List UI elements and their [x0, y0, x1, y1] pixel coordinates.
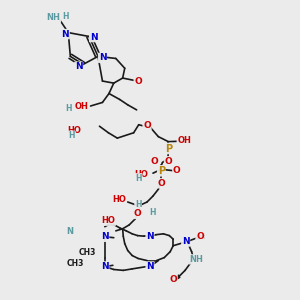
Text: N: N	[146, 262, 154, 271]
Text: P: P	[165, 143, 172, 154]
Text: N: N	[75, 62, 82, 71]
Text: HO: HO	[135, 170, 148, 179]
Text: H: H	[135, 200, 141, 208]
Text: N: N	[66, 227, 73, 236]
Text: N: N	[146, 232, 154, 241]
Text: H: H	[62, 12, 68, 21]
Text: CH3: CH3	[67, 259, 84, 268]
Text: HO: HO	[67, 126, 81, 135]
Text: O: O	[143, 121, 151, 130]
Text: O: O	[169, 275, 177, 284]
Text: OH: OH	[177, 136, 191, 145]
Text: O: O	[173, 166, 181, 175]
Text: HO: HO	[112, 194, 126, 203]
Text: H: H	[136, 174, 142, 183]
Text: O: O	[158, 179, 165, 188]
Text: O: O	[134, 209, 141, 218]
Text: CH3: CH3	[79, 248, 96, 257]
Text: N: N	[99, 53, 106, 62]
Text: H: H	[65, 104, 71, 113]
Text: N: N	[101, 262, 109, 271]
Text: N: N	[182, 237, 190, 246]
Text: H: H	[69, 131, 75, 140]
Text: H: H	[149, 208, 156, 217]
Text: N: N	[61, 30, 69, 39]
Text: O: O	[165, 157, 172, 166]
Text: O: O	[151, 157, 159, 166]
Text: N: N	[101, 232, 109, 241]
Text: OH: OH	[75, 102, 88, 111]
Text: O: O	[196, 232, 204, 241]
Text: P: P	[158, 166, 165, 176]
Text: NH: NH	[189, 255, 203, 264]
Text: HO: HO	[101, 216, 115, 225]
Text: NH: NH	[46, 13, 60, 22]
Text: N: N	[90, 33, 97, 42]
Text: O: O	[134, 77, 142, 86]
